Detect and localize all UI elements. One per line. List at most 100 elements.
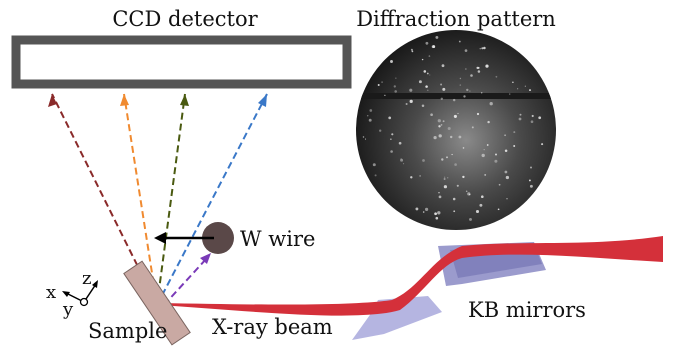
diffraction-spot: [529, 89, 531, 92]
diffraction-spot: [446, 156, 448, 159]
diffraction-spot: [469, 217, 472, 221]
diffraction-spot: [400, 158, 402, 160]
diffraction-spot: [409, 88, 413, 92]
diffraction-spot: [471, 126, 474, 129]
diffraction-spot: [435, 35, 439, 39]
diffraction-spot: [457, 112, 459, 115]
diffracted-rays: [48, 93, 268, 306]
diffraction-spot: [428, 55, 431, 57]
diffraction-spot: [470, 74, 473, 77]
diffraction-spot: [422, 211, 425, 213]
diffraction-spot: [426, 72, 429, 75]
diffraction-spot: [442, 120, 445, 123]
diffraction-spot: [489, 102, 493, 106]
diffraction-spot: [419, 175, 421, 177]
diffraction-spot: [541, 143, 544, 146]
ray-dark-red-arrowhead: [48, 94, 57, 107]
diffraction-spot: [480, 92, 483, 94]
diffraction-spot: [366, 114, 369, 117]
diffraction-spot: [454, 163, 457, 166]
diffraction-spot: [441, 64, 445, 68]
diffraction-spot: [379, 129, 382, 132]
diffraction-spot: [475, 209, 480, 214]
diffraction-spot: [425, 41, 429, 45]
diffraction-spot: [479, 47, 482, 50]
w-wire: [202, 222, 234, 254]
xray-beam-label: X-ray beam: [212, 315, 333, 339]
diffraction-spot: [437, 211, 441, 215]
diffraction-spot: [421, 104, 425, 108]
diffraction-spot: [528, 179, 531, 182]
diffraction-spot: [394, 90, 397, 93]
diffraction-spot: [509, 93, 511, 95]
diffraction-spot: [504, 134, 506, 137]
w-wire-label: W wire: [240, 227, 315, 251]
diffraction-spot: [504, 149, 508, 153]
diffraction-spot: [466, 88, 469, 92]
diffraction-spot: [456, 184, 459, 187]
diffraction-spot: [410, 48, 413, 51]
diffraction-spot: [372, 163, 376, 167]
diffraction-spot: [453, 114, 457, 118]
diffraction-spot: [398, 141, 402, 145]
diffraction-spot: [529, 166, 533, 169]
diffraction-spot: [483, 148, 485, 151]
diffraction-spot: [440, 97, 443, 100]
diffraction-spot: [477, 66, 480, 69]
diffraction-spot: [427, 89, 429, 91]
ray-orange: [123, 93, 158, 306]
diffraction-spot: [444, 176, 446, 178]
diffraction-spot: [513, 145, 516, 147]
diffraction-spot: [393, 85, 396, 88]
diffraction-spot: [441, 158, 444, 161]
diffraction-spot: [459, 84, 461, 86]
diffraction-spot: [434, 212, 437, 216]
diffraction-spot: [465, 190, 468, 193]
diffraction-spot: [384, 94, 386, 96]
diffraction-spot: [479, 203, 483, 207]
ray-blue: [156, 93, 268, 306]
diffraction-spot: [423, 70, 427, 73]
diffraction-spot: [438, 134, 442, 138]
diffraction-spot: [443, 178, 446, 180]
diffraction-spot: [504, 170, 508, 174]
diffraction-spot: [437, 119, 441, 123]
diffraction-spot: [395, 77, 397, 79]
diffraction-spot: [465, 68, 467, 70]
diffraction-spot: [422, 159, 425, 162]
diffraction-spot: [529, 184, 533, 188]
diffraction-spot: [506, 198, 508, 200]
diffraction-spot: [483, 46, 486, 50]
diffraction-spot: [531, 114, 534, 118]
ccd-detector: [11, 35, 352, 89]
diffraction-spot: [452, 197, 456, 201]
diffraction-spot: [494, 159, 498, 163]
diffraction-spot: [438, 125, 441, 128]
diffraction-spot: [403, 163, 405, 165]
diffraction-spot: [505, 175, 510, 180]
diffraction-spot: [421, 58, 424, 61]
x-axis-arrowhead: [62, 291, 70, 297]
diffraction-spot: [462, 175, 465, 179]
diffraction-spot: [369, 109, 373, 112]
diffraction-spot: [362, 136, 365, 138]
ray-purple-arrowhead: [200, 253, 211, 264]
diffraction-spot: [524, 85, 526, 87]
diffraction-spot: [458, 135, 462, 139]
z-axis-label: z: [82, 268, 91, 289]
diffraction-spot: [481, 153, 485, 158]
diffraction-spot: [530, 120, 534, 123]
diffraction-spot: [374, 174, 377, 177]
diffraction-spot: [449, 135, 453, 139]
diffraction-spot: [442, 87, 446, 91]
diffraction-spot: [433, 135, 437, 140]
diffraction-spot: [405, 102, 408, 106]
diffraction-spot: [481, 47, 484, 50]
diffraction-spot: [440, 124, 443, 126]
diffraction-spot: [443, 185, 447, 189]
diffraction-spot: [518, 117, 522, 121]
sample: [123, 260, 191, 346]
diffraction-spot: [512, 81, 514, 83]
ray-olive: [156, 93, 186, 306]
diffraction-spot: [459, 77, 462, 80]
